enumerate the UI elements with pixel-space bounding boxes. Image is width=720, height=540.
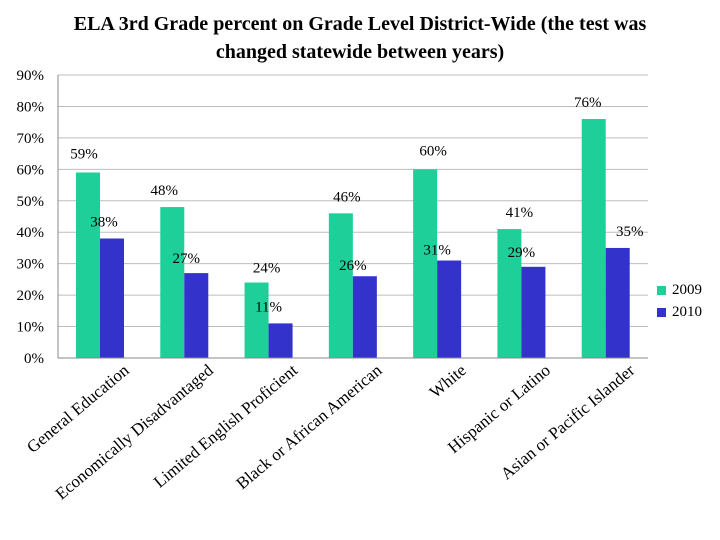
chart-legend: 2009 2010: [657, 279, 702, 323]
data-label-2010-2: 27%: [173, 251, 201, 267]
bar-2010-6: [521, 266, 546, 358]
legend-label-2009: 2009: [672, 281, 702, 298]
x-tick-label: Economically Disadvantaged: [52, 360, 218, 503]
legend-item-2010: 2010: [657, 301, 702, 323]
legend-item-2009: 2009: [657, 279, 702, 301]
y-tick-label: 50%: [17, 194, 45, 210]
data-label-2010-6: 29%: [508, 245, 536, 261]
data-label-2010-5: 31%: [423, 243, 451, 259]
data-label-2009-3: 24%: [253, 261, 281, 277]
bar-2010-5: [437, 260, 462, 358]
bar-2009-5: [413, 169, 438, 358]
y-tick-label: 80%: [17, 99, 45, 115]
data-label-2009-6: 41%: [506, 205, 534, 221]
y-tick-label: 70%: [17, 131, 45, 147]
bar-2009-1: [76, 172, 100, 358]
x-tick-label: Asian or Pacific Islander: [497, 360, 639, 483]
y-tick-label: 90%: [17, 68, 45, 84]
data-label-2009-1: 59%: [70, 146, 98, 162]
bar-2009-6: [497, 229, 522, 358]
legend-swatch-2010: [657, 307, 666, 317]
bar-2009-7: [581, 119, 606, 359]
data-label-2010-1: 38%: [90, 215, 118, 231]
y-tick-label: 30%: [17, 257, 45, 273]
data-label-2010-4: 26%: [339, 258, 367, 274]
data-label-2010-7: 35%: [616, 224, 644, 240]
bar-2010-3: [268, 323, 293, 358]
data-label-2009-5: 60%: [419, 143, 447, 159]
bar-2009-2: [160, 207, 185, 358]
bar-2010-2: [184, 273, 209, 358]
x-tick-label: Limited English Proficient: [150, 360, 301, 491]
bar-2010-4: [352, 276, 377, 358]
legend-swatch-2009: [657, 285, 666, 295]
data-label-2009-2: 48%: [151, 183, 179, 199]
y-tick-label: 10%: [17, 320, 45, 336]
y-tick-label: 0%: [24, 351, 44, 367]
bar-2010-7: [605, 247, 630, 358]
bar-2009-3: [244, 282, 269, 358]
bar-2009-4: [328, 213, 353, 358]
x-tick-label: Black or African American: [233, 360, 386, 493]
data-label-2010-3: 11%: [255, 299, 282, 315]
bar-2010-1: [100, 238, 124, 358]
y-tick-label: 20%: [17, 288, 45, 304]
y-tick-label: 40%: [17, 225, 45, 241]
data-label-2009-4: 46%: [333, 189, 361, 205]
x-tick-label: White: [426, 361, 470, 402]
y-tick-label: 60%: [17, 162, 45, 178]
legend-label-2010: 2010: [672, 303, 702, 320]
chart-title: ELA 3rd Grade percent on Grade Level Dis…: [73, 13, 647, 63]
data-label-2009-7: 76%: [574, 95, 602, 111]
